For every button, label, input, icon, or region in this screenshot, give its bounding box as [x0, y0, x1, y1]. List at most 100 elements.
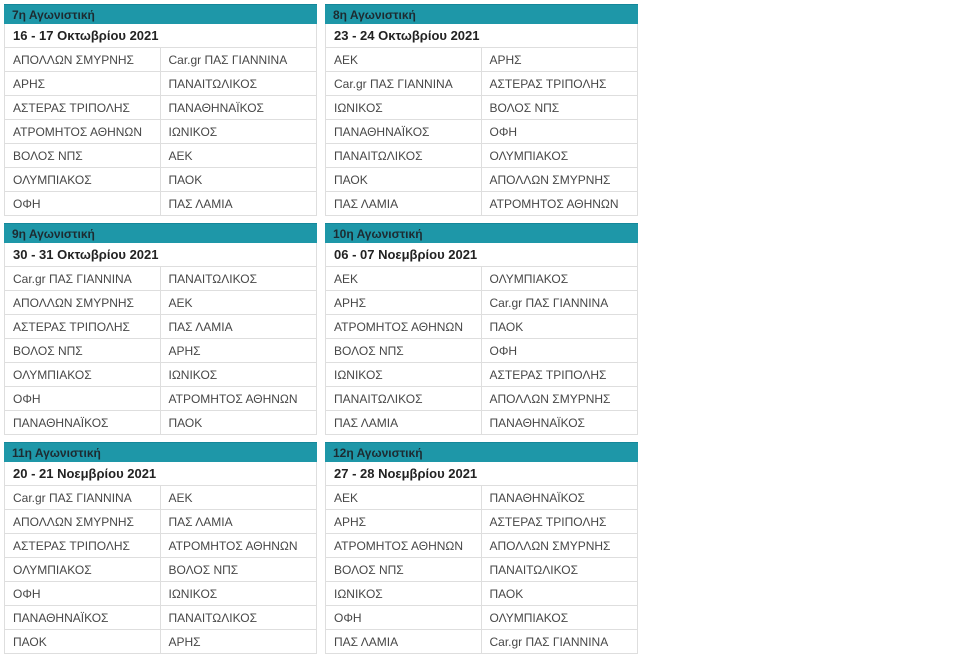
away-team: ΟΛΥΜΠΙΑΚΟΣ [489, 611, 569, 625]
away-team: ΠΑΝΑΘΗΝΑΪΚΟΣ [489, 416, 585, 430]
home-team: ΑΕΚ [326, 48, 482, 71]
home-team: ΑΤΡΟΜΗΤΟΣ ΑΘΗΝΩΝ [5, 120, 161, 143]
home-team: ΠΑΝΑΘΗΝΑΪΚΟΣ [5, 411, 161, 434]
matchday-card: 12η Αγωνιστική 27 - 28 Νοεμβρίου 2021 ΑΕ… [325, 442, 638, 654]
away-team: ΑΠΟΛΛΩΝ ΣΜΥΡΝΗΣ [489, 539, 611, 553]
fixture-row: ΠΑΟΚ ΑΠΟΛΛΩΝ ΣΜΥΡΝΗΣ [326, 168, 637, 192]
home-team: ΑΣΤΕΡΑΣ ΤΡΙΠΟΛΗΣ [5, 315, 161, 338]
away-team: ΙΩΝΙΚΟΣ [168, 125, 218, 139]
fixture-row: ΟΦΗ ΑΤΡΟΜΗΤΟΣ ΑΘΗΝΩΝ [5, 387, 316, 411]
fixture-row: ΑΣΤΕΡΑΣ ΤΡΙΠΟΛΗΣ ΠΑΣ ΛΑΜΙΑ [5, 315, 316, 339]
away-team: ΠΑΝΑΙΤΩΛΙΚΟΣ [489, 563, 579, 577]
fixture-row: ΒΟΛΟΣ ΝΠΣ ΟΦΗ [326, 339, 637, 363]
fixture-row: ΠΑΣ ΛΑΜΙΑ ΠΑΝΑΘΗΝΑΪΚΟΣ [326, 411, 637, 434]
fixture-row: ΑΡΗΣ Car.gr ΠΑΣ ΓΙΑΝΝΙΝΑ [326, 291, 637, 315]
home-team: ΑΣΤΕΡΑΣ ΤΡΙΠΟΛΗΣ [5, 96, 161, 119]
away-team: ΟΦΗ [489, 125, 518, 139]
fixture-row: ΑΠΟΛΛΩΝ ΣΜΥΡΝΗΣ ΠΑΣ ΛΑΜΙΑ [5, 510, 316, 534]
home-team: ΑΕΚ [326, 267, 482, 290]
home-team: ΒΟΛΟΣ ΝΠΣ [5, 339, 161, 362]
matchday-table: 20 - 21 Νοεμβρίου 2021 Car.gr ΠΑΣ ΓΙΑΝΝΙ… [4, 462, 317, 654]
away-team: Car.gr ΠΑΣ ΓΙΑΝΝΙΝΑ [489, 635, 609, 649]
fixture-row: ΑΣΤΕΡΑΣ ΤΡΙΠΟΛΗΣ ΑΤΡΟΜΗΤΟΣ ΑΘΗΝΩΝ [5, 534, 316, 558]
away-team: ΙΩΝΙΚΟΣ [168, 587, 218, 601]
away-team: ΑΕΚ [168, 149, 193, 163]
home-team: ΟΦΗ [5, 582, 161, 605]
home-team: ΟΦΗ [326, 606, 482, 629]
matchday-table: 06 - 07 Νοεμβρίου 2021 ΑΕΚ ΟΛΥΜΠΙΑΚΟΣ ΑΡΗΣ… [325, 243, 638, 435]
home-team: ΑΤΡΟΜΗΤΟΣ ΑΘΗΝΩΝ [326, 315, 482, 338]
matchday-table: 23 - 24 Οκτωβρίου 2021 ΑΕΚ ΑΡΗΣ Car.gr ΠΑΣ… [325, 24, 638, 216]
away-team: ΑΣΤΕΡΑΣ ΤΡΙΠΟΛΗΣ [489, 368, 607, 382]
home-team: ΒΟΛΟΣ ΝΠΣ [326, 339, 482, 362]
away-team: ΑΠΟΛΛΩΝ ΣΜΥΡΝΗΣ [489, 173, 611, 187]
fixture-row: ΟΛΥΜΠΙΑΚΟΣ ΒΟΛΟΣ ΝΠΣ [5, 558, 316, 582]
home-team: ΟΦΗ [5, 192, 161, 215]
away-team: ΑΠΟΛΛΩΝ ΣΜΥΡΝΗΣ [489, 392, 611, 406]
away-team: ΠΑΟΚ [489, 587, 524, 601]
fixture-row: ΟΛΥΜΠΙΑΚΟΣ ΠΑΟΚ [5, 168, 316, 192]
home-team: ΠΑΣ ΛΑΜΙΑ [326, 411, 482, 434]
fixture-row: ΙΩΝΙΚΟΣ ΠΑΟΚ [326, 582, 637, 606]
fixture-row: ΠΑΝΑΙΤΩΛΙΚΟΣ ΑΠΟΛΛΩΝ ΣΜΥΡΝΗΣ [326, 387, 637, 411]
home-team: ΠΑΝΑΙΤΩΛΙΚΟΣ [326, 144, 482, 167]
away-team: ΑΕΚ [168, 491, 193, 505]
matchday-table: 16 - 17 Οκτωβρίου 2021 ΑΠΟΛΛΩΝ ΣΜΥΡΝΗΣ Ca… [4, 24, 317, 216]
home-team: Car.gr ΠΑΣ ΓΙΑΝΝΙΝΑ [326, 72, 482, 95]
home-team: Car.gr ΠΑΣ ΓΙΑΝΝΙΝΑ [5, 267, 161, 290]
fixture-row: ΒΟΛΟΣ ΝΠΣ ΑΕΚ [5, 144, 316, 168]
fixture-row: ΟΛΥΜΠΙΑΚΟΣ ΙΩΝΙΚΟΣ [5, 363, 316, 387]
away-team: ΑΣΤΕΡΑΣ ΤΡΙΠΟΛΗΣ [489, 515, 607, 529]
matchday-title: 8η Αγωνιστική [325, 4, 638, 24]
away-team: ΠΑΣ ΛΑΜΙΑ [168, 320, 233, 334]
away-team: ΠΑΟΚ [168, 416, 203, 430]
fixture-row: ΑΡΗΣ ΠΑΝΑΙΤΩΛΙΚΟΣ [5, 72, 316, 96]
fixture-row: ΒΟΛΟΣ ΝΠΣ ΑΡΗΣ [5, 339, 316, 363]
fixture-row: ΠΑΝΑΘΗΝΑΪΚΟΣ ΟΦΗ [326, 120, 637, 144]
home-team: ΠΑΝΑΘΗΝΑΪΚΟΣ [326, 120, 482, 143]
away-team: ΑΡΗΣ [168, 344, 201, 358]
matchday-title: 9η Αγωνιστική [4, 223, 317, 243]
matchday-card: 11η Αγωνιστική 20 - 21 Νοεμβρίου 2021 Ca… [4, 442, 317, 654]
fixture-row: ΑΕΚ ΠΑΝΑΘΗΝΑΪΚΟΣ [326, 486, 637, 510]
home-team: ΙΩΝΙΚΟΣ [326, 582, 482, 605]
away-team: ΑΤΡΟΜΗΤΟΣ ΑΘΗΝΩΝ [168, 392, 298, 406]
away-team: ΠΑΝΑΙΤΩΛΙΚΟΣ [168, 77, 258, 91]
fixture-row: ΠΑΝΑΘΗΝΑΪΚΟΣ ΠΑΟΚ [5, 411, 316, 434]
matchday-title: 10η Αγωνιστική [325, 223, 638, 243]
fixture-row: Car.gr ΠΑΣ ΓΙΑΝΝΙΝΑ ΑΕΚ [5, 486, 316, 510]
fixture-row: ΑΠΟΛΛΩΝ ΣΜΥΡΝΗΣ Car.gr ΠΑΣ ΓΙΑΝΝΙΝΑ [5, 48, 316, 72]
away-team: ΑΡΗΣ [489, 53, 522, 67]
fixture-row: ΟΦΗ ΟΛΥΜΠΙΑΚΟΣ [326, 606, 637, 630]
away-team: ΠΑΝΑΘΗΝΑΪΚΟΣ [168, 101, 264, 115]
home-team: ΑΡΗΣ [5, 72, 161, 95]
away-team: ΠΑΝΑΙΤΩΛΙΚΟΣ [168, 611, 258, 625]
fixture-row: ΠΑΟΚ ΑΡΗΣ [5, 630, 316, 653]
away-team: ΠΑΟΚ [489, 320, 524, 334]
matchday-card: 9η Αγωνιστική 30 - 31 Οκτωβρίου 2021 Car… [4, 223, 317, 435]
matchday-title: 12η Αγωνιστική [325, 442, 638, 462]
matchday-date: 16 - 17 Οκτωβρίου 2021 [5, 24, 316, 48]
matchday-date: 20 - 21 Νοεμβρίου 2021 [5, 462, 316, 486]
fixture-row: ΑΤΡΟΜΗΤΟΣ ΑΘΗΝΩΝ ΙΩΝΙΚΟΣ [5, 120, 316, 144]
fixture-row: Car.gr ΠΑΣ ΓΙΑΝΝΙΝΑ ΑΣΤΕΡΑΣ ΤΡΙΠΟΛΗΣ [326, 72, 637, 96]
away-team: ΑΤΡΟΜΗΤΟΣ ΑΘΗΝΩΝ [168, 539, 298, 553]
home-team: ΙΩΝΙΚΟΣ [326, 96, 482, 119]
matchday-title: 7η Αγωνιστική [4, 4, 317, 24]
away-team: ΑΡΗΣ [168, 635, 201, 649]
home-team: ΒΟΛΟΣ ΝΠΣ [326, 558, 482, 581]
home-team: ΒΟΛΟΣ ΝΠΣ [5, 144, 161, 167]
matchday-card: 7η Αγωνιστική 16 - 17 Οκτωβρίου 2021 ΑΠΟ… [4, 4, 317, 216]
away-team: Car.gr ΠΑΣ ΓΙΑΝΝΙΝΑ [168, 53, 288, 67]
away-team: ΠΑΟΚ [168, 173, 203, 187]
fixture-row: ΙΩΝΙΚΟΣ ΑΣΤΕΡΑΣ ΤΡΙΠΟΛΗΣ [326, 363, 637, 387]
fixture-row: ΟΦΗ ΙΩΝΙΚΟΣ [5, 582, 316, 606]
matchday-title: 11η Αγωνιστική [4, 442, 317, 462]
fixture-row: ΠΑΣ ΛΑΜΙΑ Car.gr ΠΑΣ ΓΙΑΝΝΙΝΑ [326, 630, 637, 653]
matchday-card: 10η Αγωνιστική 06 - 07 Νοεμβρίου 2021 ΑΕ… [325, 223, 638, 435]
home-team: ΟΦΗ [5, 387, 161, 410]
fixture-row: ΒΟΛΟΣ ΝΠΣ ΠΑΝΑΙΤΩΛΙΚΟΣ [326, 558, 637, 582]
away-team: ΟΦΗ [489, 344, 518, 358]
home-team: ΑΠΟΛΛΩΝ ΣΜΥΡΝΗΣ [5, 48, 161, 71]
